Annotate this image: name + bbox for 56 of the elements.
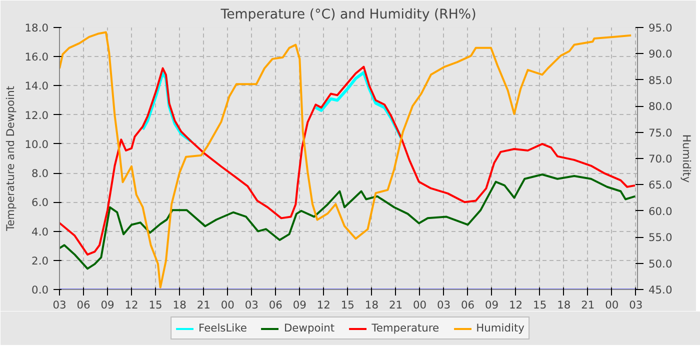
y-tick-label: 0.0 xyxy=(32,284,49,296)
x-tick-label: 06 xyxy=(76,298,91,312)
legend-label: Temperature xyxy=(372,322,440,334)
x-tick-label: 03 xyxy=(629,298,643,312)
y-tick-label: 18.0 xyxy=(24,22,49,34)
y2-tick-label: 80.0 xyxy=(648,100,672,114)
x-tick-label: 12 xyxy=(124,298,138,312)
x-tick-label: 00 xyxy=(220,298,235,312)
y-tick-label: 14.0 xyxy=(24,80,49,93)
legend-label: Dewpoint xyxy=(284,322,335,334)
y-tick-label: 16.0 xyxy=(24,50,49,64)
y2-axis-title: Humidity xyxy=(680,134,694,183)
x-tick-label: 18 xyxy=(364,298,379,312)
y-tick-label: 10.0 xyxy=(24,138,49,151)
x-tick-label: 21 xyxy=(581,298,595,312)
y2-tick-label: 70.0 xyxy=(648,152,672,166)
x-tick-label: 09 xyxy=(100,298,115,312)
y-tick-label: 8.0 xyxy=(32,167,49,180)
x-tick-label: 15 xyxy=(148,298,162,312)
legend-label: Humidity xyxy=(476,322,524,334)
x-tick-label: 15 xyxy=(340,298,354,312)
y2-tick-label: 50.0 xyxy=(648,257,672,270)
x-tick-label: 18 xyxy=(557,298,571,312)
x-tick-label: 03 xyxy=(436,298,451,312)
y2-tick-label: 60.0 xyxy=(648,204,672,218)
y2-tick-label: 55.0 xyxy=(648,231,672,244)
x-tick-label: 12 xyxy=(316,298,330,312)
y-tick-label: 12.0 xyxy=(24,108,49,122)
x-tick-label: 12 xyxy=(509,298,523,312)
y-tick-label: 6.0 xyxy=(32,196,49,210)
line-series xyxy=(60,66,636,256)
y-tick-label: 2.0 xyxy=(32,254,49,268)
y-axis-title: Temperature and Dewpoint xyxy=(4,86,17,232)
x-tick-label: 18 xyxy=(172,298,187,312)
y2-tick-label: 85.0 xyxy=(648,74,672,87)
x-tick-label: 06 xyxy=(268,298,283,312)
x-tick-label: 03 xyxy=(244,298,258,312)
y-tick-label: 4.0 xyxy=(32,225,49,238)
x-tick-label: 15 xyxy=(533,298,547,312)
x-tick-label: 21 xyxy=(196,298,210,312)
x-tick-label: 09 xyxy=(292,298,307,312)
line-series xyxy=(60,174,636,270)
x-tick-label: 06 xyxy=(461,298,475,312)
y2-tick-label: 95.0 xyxy=(648,22,672,34)
y2-tick-label: 65.0 xyxy=(648,178,672,192)
x-tick-label: 00 xyxy=(605,298,619,312)
x-tick-label: 21 xyxy=(388,298,403,312)
y2-tick-label: 75.0 xyxy=(648,126,672,140)
y2-tick-label: 90.0 xyxy=(648,48,672,61)
x-tick-label: 00 xyxy=(412,298,427,312)
x-tick-label: 03 xyxy=(52,298,66,312)
x-tick-label: 09 xyxy=(485,298,499,312)
y2-tick-label: 45.0 xyxy=(648,284,672,296)
chart-title: Temperature (°C) and Humidity (RH%) xyxy=(220,8,476,22)
legend-label: FeelsLike xyxy=(198,322,247,334)
line-series xyxy=(60,31,632,288)
